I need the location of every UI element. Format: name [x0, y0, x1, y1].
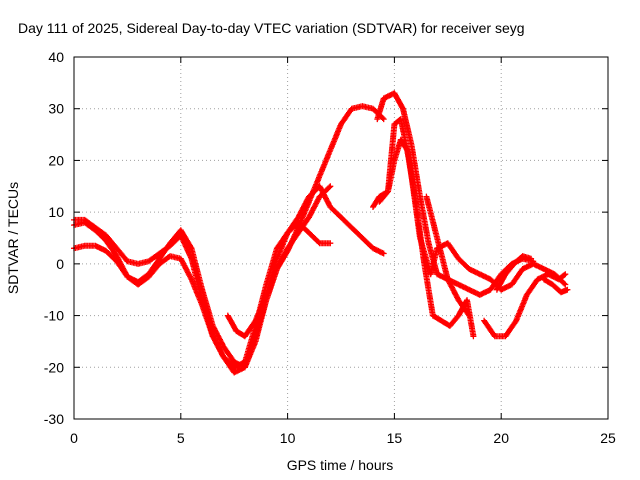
x-tick-label: 5 [177, 430, 185, 446]
y-tick-label: -10 [44, 308, 64, 324]
x-tick-label: 20 [493, 430, 509, 446]
x-axis-label: GPS time / hours [287, 457, 394, 473]
x-tick-label: 25 [600, 430, 616, 446]
y-tick-label: 10 [48, 204, 64, 220]
series-markers [370, 136, 477, 340]
series-layer [71, 90, 571, 376]
x-tick-label: 0 [70, 430, 78, 446]
y-tick-label: 30 [48, 101, 64, 117]
x-tick-label: 10 [280, 430, 296, 446]
y-tick-label: 40 [48, 49, 64, 65]
series-markers [376, 116, 569, 293]
y-tick-label: -20 [44, 359, 64, 375]
data-series-track-k [540, 276, 571, 296]
series-markers [493, 253, 535, 293]
data-series-track-g [376, 116, 569, 293]
series-markers [481, 271, 569, 340]
tick-layer [73, 56, 609, 420]
x-tick-label: 15 [387, 430, 403, 446]
y-tick-label: 0 [56, 256, 64, 272]
data-series-track-j [493, 253, 535, 293]
label-layer: 0 5 10 15 20 25 -30 -20 -10 0 10 20 30 40 [44, 49, 616, 446]
y-tick-label: 20 [48, 152, 64, 168]
chart-title: Day 111 of 2025, Sidereal Day-to-day VTE… [18, 20, 525, 36]
series-markers [71, 103, 387, 371]
data-series-track-b [71, 103, 387, 371]
data-series-track-e [374, 90, 537, 298]
grid-layer [74, 57, 608, 419]
series-markers [374, 90, 537, 298]
series-markers [224, 183, 387, 340]
series-markers [540, 276, 571, 296]
data-series-track-d [224, 183, 387, 340]
y-tick-label: -30 [44, 411, 64, 427]
data-series-track-i [481, 271, 569, 340]
plot-frame [73, 56, 609, 420]
data-series-track-f [370, 136, 477, 340]
series-markers [423, 193, 473, 319]
y-axis-label: SDTVAR / TECUs [5, 182, 21, 294]
data-series-track-h [423, 193, 473, 319]
